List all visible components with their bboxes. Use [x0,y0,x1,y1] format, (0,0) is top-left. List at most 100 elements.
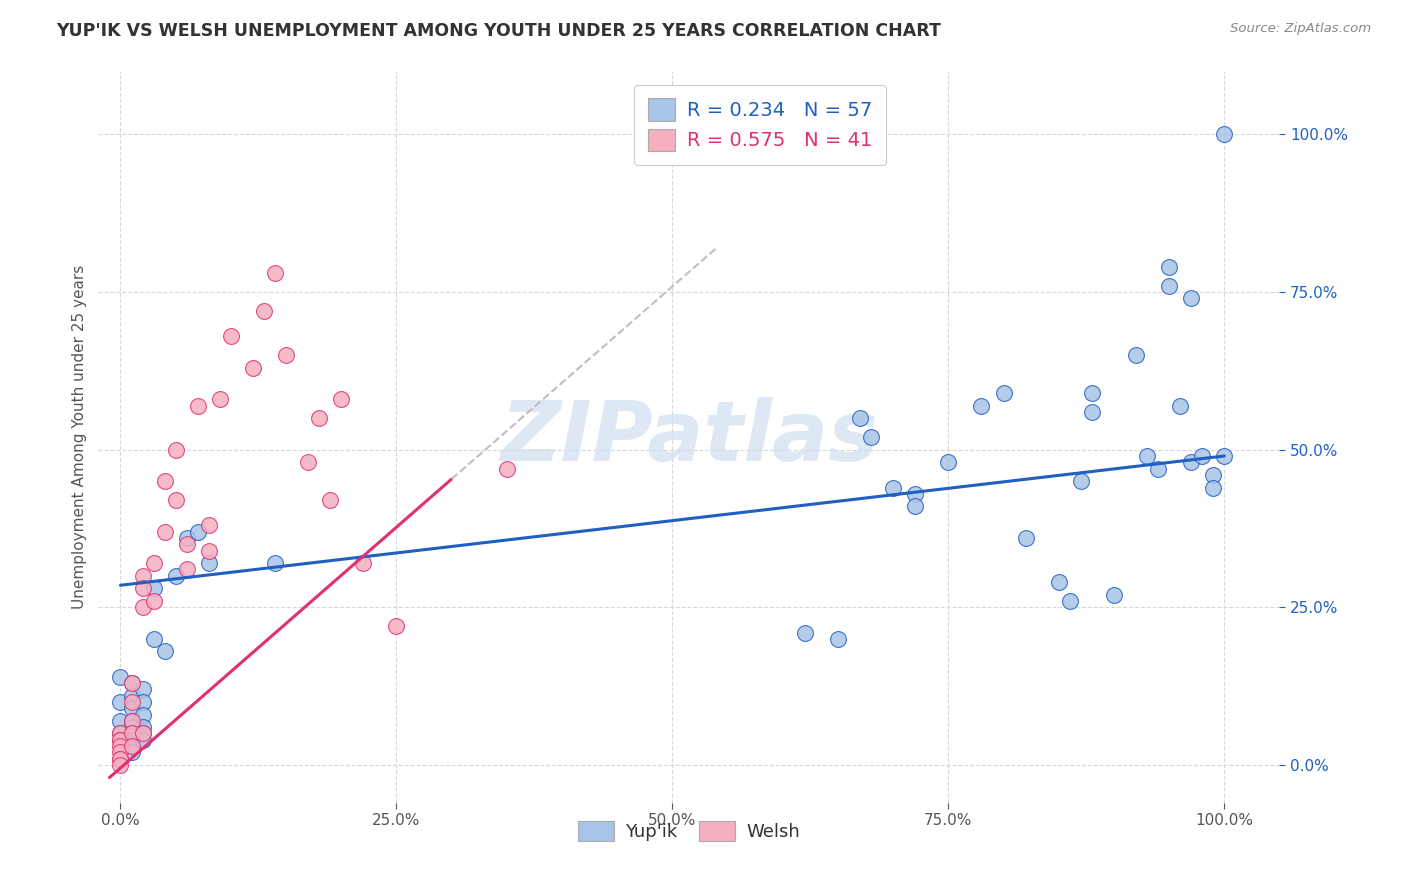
Point [153,524,176,539]
Point [110,739,132,753]
Point [208,392,231,407]
Point [131,726,153,740]
Point [131,707,153,722]
Point [1180,291,1202,305]
Point [187,399,209,413]
Point [110,752,132,766]
Point [131,726,153,740]
Point [319,493,342,508]
Point [131,695,153,709]
Point [153,474,176,488]
Legend: Yup'ik, Welsh: Yup'ik, Welsh [571,814,807,848]
Point [1081,386,1104,401]
Point [253,304,276,318]
Y-axis label: Unemployment Among Youth under 25 years: Unemployment Among Youth under 25 years [72,265,87,609]
Point [993,386,1015,401]
Point [121,726,143,740]
Point [1157,260,1180,274]
Point [385,619,408,633]
Point [142,556,165,570]
Point [121,739,143,753]
Point [142,594,165,608]
Point [142,582,165,596]
Point [110,732,132,747]
Point [827,632,849,646]
Point [165,442,187,457]
Point [849,411,872,425]
Point [121,732,143,747]
Point [131,569,153,583]
Point [882,481,904,495]
Point [110,758,132,772]
Point [121,676,143,690]
Point [1168,399,1191,413]
Point [110,726,132,740]
Point [1136,449,1159,463]
Point [1202,467,1225,482]
Point [110,714,132,728]
Point [219,329,242,343]
Point [131,600,153,615]
Point [131,682,153,697]
Point [793,625,815,640]
Text: YUP'IK VS WELSH UNEMPLOYMENT AMONG YOUTH UNDER 25 YEARS CORRELATION CHART: YUP'IK VS WELSH UNEMPLOYMENT AMONG YOUTH… [56,22,941,40]
Point [165,569,187,583]
Point [131,732,153,747]
Point [860,430,883,444]
Point [131,582,153,596]
Point [176,562,198,576]
Point [970,399,993,413]
Point [330,392,353,407]
Point [198,518,221,533]
Point [936,455,959,469]
Point [1157,278,1180,293]
Point [904,487,927,501]
Point [121,739,143,753]
Point [198,543,221,558]
Point [110,695,132,709]
Point [1180,455,1202,469]
Point [1213,128,1236,142]
Point [121,745,143,759]
Point [110,726,132,740]
Point [904,500,927,514]
Point [176,537,198,551]
Point [176,531,198,545]
Point [121,689,143,703]
Point [297,455,319,469]
Point [1070,474,1092,488]
Point [110,670,132,684]
Point [121,720,143,734]
Point [121,714,143,728]
Point [198,556,221,570]
Point [187,524,209,539]
Point [242,360,264,375]
Point [264,266,287,280]
Point [121,726,143,740]
Text: Source: ZipAtlas.com: Source: ZipAtlas.com [1230,22,1371,36]
Point [1059,594,1081,608]
Point [121,676,143,690]
Point [1014,531,1036,545]
Point [110,752,132,766]
Point [142,632,165,646]
Point [274,348,297,362]
Point [264,556,287,570]
Point [121,695,143,709]
Point [1102,588,1125,602]
Text: ZIPatlas: ZIPatlas [501,397,877,477]
Point [1125,348,1147,362]
Point [121,701,143,715]
Point [153,644,176,658]
Point [495,461,517,475]
Point [165,493,187,508]
Point [110,745,132,759]
Point [1047,575,1070,590]
Point [1081,405,1104,419]
Point [1147,461,1170,475]
Point [110,732,132,747]
Point [1191,449,1213,463]
Point [121,714,143,728]
Point [1213,449,1236,463]
Point [1202,481,1225,495]
